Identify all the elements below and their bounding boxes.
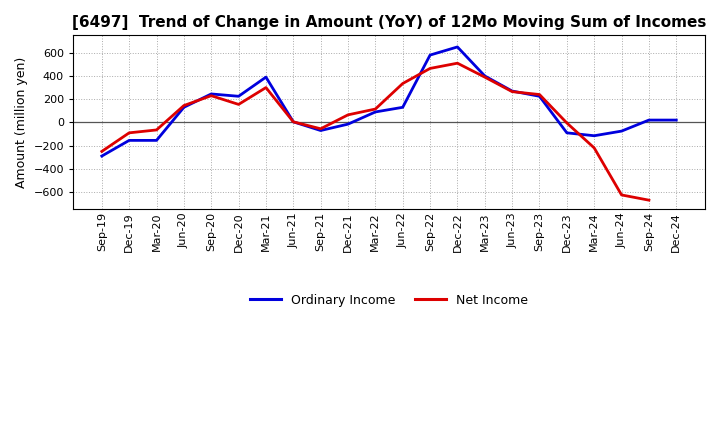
Net Income [371,106,379,112]
Net Income [426,66,434,71]
Ordinary Income [343,121,352,127]
Legend: Ordinary Income, Net Income: Ordinary Income, Net Income [246,289,533,312]
Net Income [289,119,297,125]
Net Income [343,112,352,117]
Net Income [179,103,188,108]
Ordinary Income [97,154,106,159]
Ordinary Income [426,52,434,58]
Ordinary Income [535,94,544,99]
Ordinary Income [644,117,653,123]
Ordinary Income [371,109,379,114]
Ordinary Income [453,44,462,50]
Net Income [508,89,516,94]
Ordinary Income [289,119,297,125]
Net Income [125,130,133,136]
Net Income [644,198,653,203]
Ordinary Income [672,117,680,123]
Ordinary Income [590,133,598,139]
Net Income [261,85,270,90]
Ordinary Income [207,92,215,97]
Ordinary Income [316,128,325,133]
Y-axis label: Amount (million yen): Amount (million yen) [15,57,28,188]
Line: Net Income: Net Income [102,63,649,200]
Net Income [617,192,626,198]
Title: [6497]  Trend of Change in Amount (YoY) of 12Mo Moving Sum of Incomes: [6497] Trend of Change in Amount (YoY) o… [72,15,706,30]
Ordinary Income [617,128,626,134]
Net Income [207,93,215,98]
Net Income [535,92,544,97]
Net Income [453,61,462,66]
Net Income [562,120,571,125]
Ordinary Income [562,130,571,136]
Ordinary Income [398,105,407,110]
Ordinary Income [234,94,243,99]
Net Income [234,102,243,107]
Net Income [316,126,325,132]
Net Income [152,127,161,132]
Net Income [480,74,489,80]
Ordinary Income [480,73,489,79]
Net Income [398,81,407,86]
Ordinary Income [179,105,188,110]
Net Income [590,145,598,150]
Line: Ordinary Income: Ordinary Income [102,47,676,156]
Ordinary Income [508,88,516,94]
Net Income [97,149,106,154]
Ordinary Income [261,74,270,80]
Ordinary Income [152,138,161,143]
Ordinary Income [125,138,133,143]
